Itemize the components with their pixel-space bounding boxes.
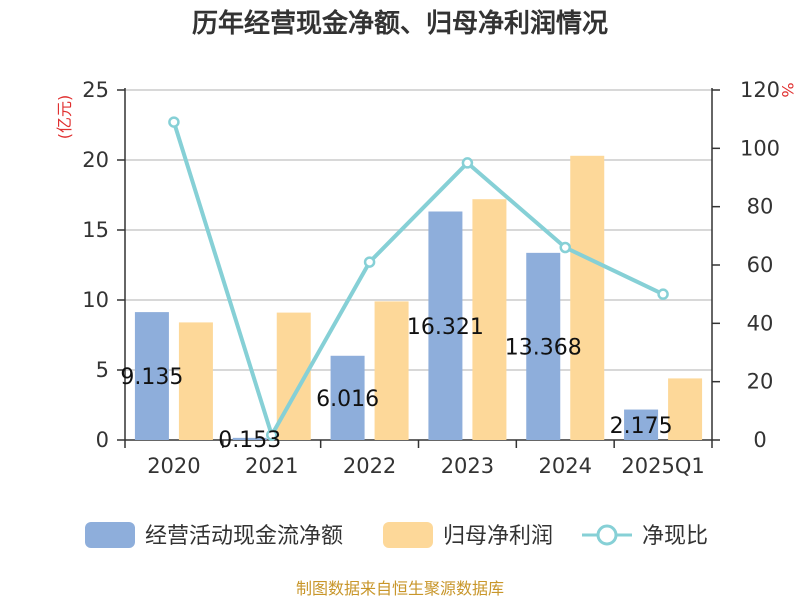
bar-cashflow-2021 xyxy=(232,437,267,440)
chart-title: 历年经营现金净额、归母净利润情况 xyxy=(192,8,608,39)
right-tick-label-80: 80 xyxy=(747,195,774,219)
x-tick-label-2024: 2024 xyxy=(539,454,592,478)
left-tick-label-0: 0 xyxy=(96,428,109,452)
right-tick-label-20: 20 xyxy=(747,370,774,394)
legend-label-cashflow: 经营活动现金流净额 xyxy=(145,524,343,549)
ratio-line xyxy=(168,116,669,441)
data-label-cashflow-2024: 13.368 xyxy=(505,335,582,360)
bar-profit-2020 xyxy=(178,322,213,440)
bar-profit-2024 xyxy=(570,155,605,441)
data-label-cashflow-2021: 0.153 xyxy=(218,428,281,453)
legend: 经营活动现金流净额 归母净利润 净现比 xyxy=(85,522,708,549)
right-tick-label-120: 120 xyxy=(740,78,780,102)
axes: 0 5 10 15 20 25 0 20 40 60 80 100 120 2020 2021 2022 202… xyxy=(82,78,780,478)
bar-cashflow-2020 xyxy=(134,312,169,440)
ratio-line-path xyxy=(172,121,664,438)
ratio-point-2022 xyxy=(363,256,376,268)
data-label-cashflow-2023: 16.321 xyxy=(407,315,484,340)
bar-cashflow-2025Q1 xyxy=(624,409,659,440)
x-tick-label-2020: 2020 xyxy=(147,454,200,478)
x-tick-label-2021: 2021 xyxy=(245,454,298,478)
ratio-point-2025Q1 xyxy=(657,288,669,300)
source-note: 制图数据来自恒生聚源数据库 xyxy=(296,579,504,598)
data-labels: 9.135 0.153 6.016 16.321 13.368 2.175 xyxy=(120,315,672,453)
bar-profit-2025Q1 xyxy=(668,378,703,440)
grid-lines xyxy=(125,89,712,371)
left-tick-label-10: 10 xyxy=(82,288,109,312)
right-tick-label-40: 40 xyxy=(747,311,774,335)
bar-profit-2022 xyxy=(374,301,409,440)
left-tick-label-5: 5 xyxy=(96,358,109,382)
x-tick-label-2023: 2023 xyxy=(441,454,494,478)
legend-label-profit: 归母净利润 xyxy=(443,524,553,549)
left-axis-unit: (亿元) xyxy=(55,95,74,140)
left-tick-label-20: 20 xyxy=(82,148,109,172)
x-tick-label-2025Q1: 2025Q1 xyxy=(621,454,704,478)
bar-cashflow-2023 xyxy=(428,211,463,440)
legend-label-ratio: 净现比 xyxy=(642,524,708,549)
data-label-cashflow-2022: 6.016 xyxy=(316,387,379,412)
bar-cashflow-2024 xyxy=(526,252,561,440)
data-label-cashflow-2020: 9.135 xyxy=(120,365,183,390)
left-tick-label-25: 25 xyxy=(82,78,109,102)
right-tick-label-60: 60 xyxy=(747,253,774,277)
ratio-point-2024 xyxy=(559,241,571,254)
bar-cashflow-2022 xyxy=(330,355,365,440)
data-label-cashflow-2025Q1: 2.175 xyxy=(610,414,673,439)
ratio-point-2023 xyxy=(461,157,474,169)
ratio-point-2021 xyxy=(266,429,278,441)
ratio-point-2020 xyxy=(168,116,180,128)
legend-marker-ratio xyxy=(596,524,618,546)
legend-swatch-profit xyxy=(383,522,433,548)
bar-profit-2023 xyxy=(472,199,507,440)
right-tick-label-100: 100 xyxy=(740,136,780,160)
left-tick-label-15: 15 xyxy=(82,218,109,242)
right-axis-unit: % xyxy=(778,82,797,97)
bars xyxy=(134,155,703,441)
x-tick-label-2022: 2022 xyxy=(343,454,396,478)
right-tick-label-0: 0 xyxy=(753,428,766,452)
legend-swatch-cashflow xyxy=(85,522,135,548)
